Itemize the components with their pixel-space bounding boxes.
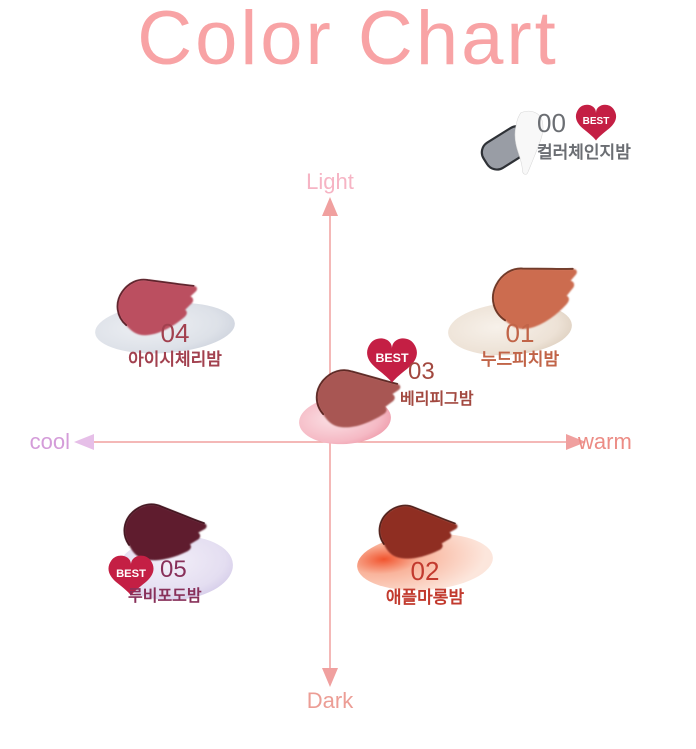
svg-text:BEST: BEST [116, 568, 146, 580]
svg-text:BEST: BEST [375, 351, 408, 365]
svg-text:BEST: BEST [583, 116, 610, 127]
